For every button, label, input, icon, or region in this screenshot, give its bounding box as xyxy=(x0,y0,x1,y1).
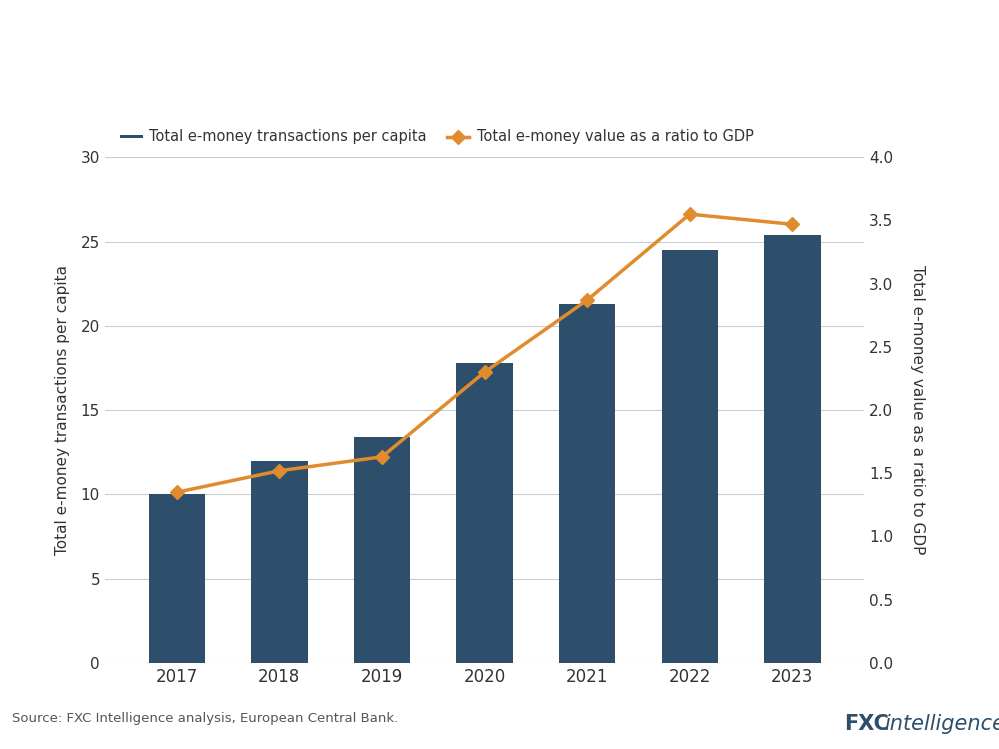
FancyBboxPatch shape xyxy=(120,135,143,138)
Text: intelligence: intelligence xyxy=(884,714,999,734)
Text: Total e-money transactions per capita: Total e-money transactions per capita xyxy=(149,129,427,144)
Text: FXC: FXC xyxy=(844,714,889,734)
Bar xyxy=(661,250,718,663)
Text: Total e-money transactions per capita, value as a ratio to GDP, 2017-2023: Total e-money transactions per capita, v… xyxy=(15,91,632,109)
Bar xyxy=(558,304,615,663)
Bar xyxy=(149,494,205,663)
Text: Eurozone’s cashless value and transactions peaked in 2022: Eurozone’s cashless value and transactio… xyxy=(15,31,901,58)
Bar xyxy=(764,234,820,663)
Y-axis label: Total e-money value as a ratio to GDP: Total e-money value as a ratio to GDP xyxy=(910,265,925,555)
Bar xyxy=(457,363,512,663)
Y-axis label: Total e-money transactions per capita: Total e-money transactions per capita xyxy=(55,265,70,555)
Text: Source: FXC Intelligence analysis, European Central Bank.: Source: FXC Intelligence analysis, Europ… xyxy=(12,712,399,724)
Text: Total e-money value as a ratio to GDP: Total e-money value as a ratio to GDP xyxy=(477,129,754,144)
Bar xyxy=(251,461,308,663)
Bar xyxy=(354,437,411,663)
